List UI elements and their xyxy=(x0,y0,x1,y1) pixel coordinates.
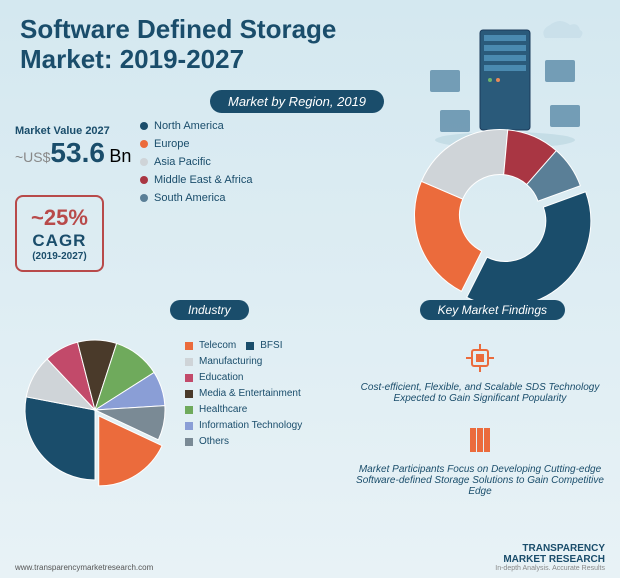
legend-label: Middle East & Africa xyxy=(154,174,252,186)
market-value-block: Market Value 2027 ~US$53.6 Bn xyxy=(15,125,131,169)
region-legend-item: Asia Pacific xyxy=(140,156,252,168)
cagr-years: (2019-2027) xyxy=(31,251,88,262)
region-badge: Market by Region, 2019 xyxy=(210,90,384,113)
title-line2: Market: 2019-2027 xyxy=(20,45,336,75)
donut-slice xyxy=(467,192,591,307)
mv-value: 53.6 xyxy=(50,137,105,168)
region-legend-item: South America xyxy=(140,192,252,204)
legend-bullet xyxy=(140,158,148,166)
legend-bullet xyxy=(140,176,148,184)
legend-label: Manufacturing xyxy=(199,356,262,367)
legend-label: Asia Pacific xyxy=(154,156,211,168)
legend-label: Europe xyxy=(154,138,189,150)
footer-brand: TRANSPARENCYMARKET RESEARCH In-depth Ana… xyxy=(495,543,605,572)
legend-bullet xyxy=(140,122,148,130)
finding-text: Market Participants Focus on Developing … xyxy=(355,464,605,497)
industry-legend-row: Others xyxy=(185,436,312,447)
footer-url: www.transparencymarketresearch.com xyxy=(15,563,153,572)
industry-legend-row: Media & Entertainment xyxy=(185,388,312,399)
rack-icon xyxy=(462,422,498,458)
donut-slice xyxy=(415,181,482,291)
region-legend-item: Middle East & Africa xyxy=(140,174,252,186)
region-legend-item: Europe xyxy=(140,138,252,150)
mv-prefix: ~US$ xyxy=(15,149,50,165)
cagr-block: ~25% CAGR (2019-2027) xyxy=(15,195,104,272)
industry-legend: Telecom BFSI Manufacturing Education Media &… xyxy=(185,340,312,452)
legend-bullet xyxy=(185,438,193,446)
legend-bullet xyxy=(185,406,193,414)
legend-bullet xyxy=(185,358,193,366)
region-donut-chart xyxy=(400,115,600,315)
legend-bullet xyxy=(185,342,193,350)
legend-label: Education xyxy=(199,372,243,383)
legend-label: Information Technology xyxy=(199,420,302,431)
market-value-amount: ~US$53.6 Bn xyxy=(15,137,131,169)
legend-bullet xyxy=(185,422,193,430)
legend-label: Healthcare xyxy=(199,404,247,415)
legend-label: North America xyxy=(154,120,224,132)
legend-label: Others xyxy=(199,436,229,447)
chip-icon xyxy=(462,340,498,376)
industry-badge: Industry xyxy=(170,300,249,320)
title-line1: Software Defined Storage xyxy=(20,15,336,45)
legend-label: South America xyxy=(154,192,226,204)
finding-item: Cost-efficient, Flexible, and Scalable S… xyxy=(355,340,605,404)
market-value-label: Market Value 2027 xyxy=(15,125,131,137)
legend-bullet xyxy=(140,140,148,148)
page-title: Software Defined Storage Market: 2019-20… xyxy=(20,15,336,75)
industry-legend-row: Information Technology xyxy=(185,420,312,431)
legend-bullet xyxy=(185,374,193,382)
legend-bullet xyxy=(140,194,148,202)
legend-label: Media & Entertainment xyxy=(199,388,301,399)
region-legend: North America Europe Asia Pacific Middle Ea… xyxy=(140,120,252,210)
industry-legend-row: Manufacturing xyxy=(185,356,312,367)
findings-list: Cost-efficient, Flexible, and Scalable S… xyxy=(355,340,605,515)
legend-label: Telecom xyxy=(199,340,236,351)
mv-suffix: Bn xyxy=(109,146,131,166)
cagr-label: CAGR xyxy=(31,231,88,251)
industry-pie-chart xyxy=(15,330,175,490)
finding-text: Cost-efficient, Flexible, and Scalable S… xyxy=(355,382,605,404)
industry-legend-row: Telecom BFSI xyxy=(185,340,312,351)
legend-bullet xyxy=(246,342,254,350)
findings-badge: Key Market Findings xyxy=(420,300,565,320)
pie-slice xyxy=(25,397,95,480)
legend-label: BFSI xyxy=(260,340,282,351)
finding-item: Market Participants Focus on Developing … xyxy=(355,422,605,497)
region-legend-item: North America xyxy=(140,120,252,132)
industry-legend-row: Healthcare xyxy=(185,404,312,415)
cagr-value: ~25% xyxy=(31,205,88,231)
industry-legend-row: Education xyxy=(185,372,312,383)
legend-bullet xyxy=(185,390,193,398)
